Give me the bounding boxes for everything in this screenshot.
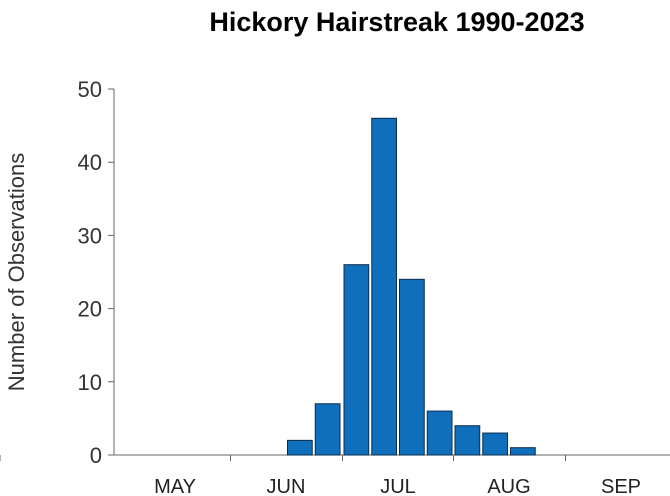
x-tick-label: SEP [601, 476, 641, 496]
x-tick-label: MAY [154, 476, 196, 496]
x-tick-label: JUL [380, 476, 416, 496]
x-tick-label: JUN [267, 476, 306, 496]
y-tick-label: 50 [78, 77, 102, 102]
x-tick-label: AUG [487, 476, 530, 496]
bar [426, 410, 453, 456]
bar [482, 432, 508, 456]
chart-title: Hickory Hairstreak 1990-2023 [209, 7, 584, 37]
y-tick-label: 20 [78, 297, 102, 322]
bar [343, 264, 370, 456]
bar-series [287, 117, 536, 456]
bar [287, 439, 313, 456]
y-tick-label: 0 [90, 443, 102, 468]
bar [314, 403, 341, 456]
y-tick-label: 30 [78, 223, 102, 248]
y-tick-label: 10 [78, 370, 102, 395]
x-axis: MAY JUN JUL AUG SEP [0, 454, 670, 496]
y-tick-label: 40 [78, 150, 102, 175]
y-axis-label: Number of Observations [4, 153, 29, 391]
bar [510, 447, 536, 456]
y-axis: 0 10 20 30 40 50 [78, 77, 115, 468]
bar [454, 425, 481, 456]
bar [399, 278, 425, 456]
bar [371, 117, 397, 456]
